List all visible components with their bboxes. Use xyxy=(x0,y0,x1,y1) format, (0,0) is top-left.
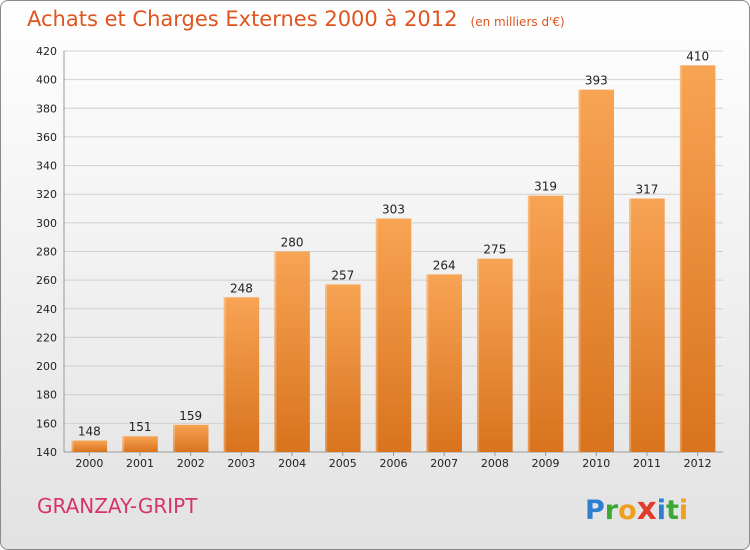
y-tick-label: 180 xyxy=(36,389,57,402)
bar-highlight xyxy=(375,218,378,452)
chart-subtitle: (en milliers d'€) xyxy=(470,15,565,29)
y-tick-label: 160 xyxy=(36,417,57,430)
proxiti-logo: Proxiti xyxy=(585,491,688,527)
bar xyxy=(426,274,462,452)
data-label: 280 xyxy=(281,236,304,250)
x-tick-label: 2005 xyxy=(329,457,357,470)
y-tick-label: 340 xyxy=(36,160,57,173)
title-row: Achats et Charges Externes 2000 à 2012 (… xyxy=(27,7,565,31)
x-tick-label: 2007 xyxy=(430,457,458,470)
bar-highlight xyxy=(274,251,277,452)
place-name: GRANZAY-GRIPT xyxy=(37,494,198,518)
bar xyxy=(578,89,615,453)
y-tick-label: 420 xyxy=(36,45,57,58)
data-label: 317 xyxy=(636,183,659,197)
bar-highlight xyxy=(71,440,74,452)
y-tick-label: 300 xyxy=(36,217,57,230)
bar xyxy=(122,436,158,452)
y-tick-label: 400 xyxy=(36,74,57,87)
data-label: 393 xyxy=(585,74,608,88)
data-label: 410 xyxy=(686,49,709,63)
x-tick-label: 2003 xyxy=(227,457,255,470)
bar xyxy=(527,195,564,452)
bar xyxy=(477,258,513,452)
bar-highlight xyxy=(172,424,175,452)
bar xyxy=(629,198,665,452)
bar xyxy=(71,440,108,452)
x-tick-label: 2004 xyxy=(278,457,306,470)
data-label: 264 xyxy=(433,258,456,272)
data-label: 275 xyxy=(483,243,506,257)
y-tick-label: 380 xyxy=(36,102,57,115)
y-tick-label: 220 xyxy=(36,331,57,344)
y-tick-label: 360 xyxy=(36,131,57,144)
bar-highlight xyxy=(527,195,530,452)
data-label: 159 xyxy=(179,409,202,423)
bar xyxy=(375,218,412,452)
x-tick-label: 2011 xyxy=(633,457,661,470)
x-tick-label: 2001 xyxy=(126,457,154,470)
y-tick-label: 260 xyxy=(36,274,57,287)
x-tick-label: 2010 xyxy=(582,457,610,470)
bar-highlight xyxy=(325,284,328,452)
x-tick-label: 2000 xyxy=(75,457,103,470)
data-label: 148 xyxy=(78,425,101,439)
x-tick-label: 2009 xyxy=(532,457,560,470)
bar xyxy=(172,424,209,452)
data-label: 248 xyxy=(230,281,253,295)
data-label: 151 xyxy=(129,420,152,434)
bar-highlight xyxy=(629,198,632,452)
bars xyxy=(71,65,716,453)
y-tick-label: 140 xyxy=(36,446,57,459)
y-tick-label: 240 xyxy=(36,303,57,316)
y-tick-label: 320 xyxy=(36,188,57,201)
y-tick-label: 200 xyxy=(36,360,57,373)
bar xyxy=(679,65,716,453)
data-label: 319 xyxy=(534,180,557,194)
bar-highlight xyxy=(477,258,480,452)
svg-text:Proxiti: Proxiti xyxy=(585,491,688,527)
data-label: 257 xyxy=(331,268,354,282)
x-tick-label: 2006 xyxy=(380,457,408,470)
labels: 140 160 180 200 220 240 260 280 300 320 340 360 380 4… xyxy=(36,45,712,470)
y-tick-label: 280 xyxy=(36,246,57,259)
bar-highlight xyxy=(578,89,581,453)
x-tick-label: 2008 xyxy=(481,457,509,470)
chart-title: Achats et Charges Externes 2000 à 2012 xyxy=(27,7,458,31)
bar xyxy=(223,297,260,452)
x-tick-label: 2002 xyxy=(177,457,205,470)
bar-highlight xyxy=(679,65,682,453)
bar xyxy=(274,251,310,452)
bar-highlight xyxy=(426,274,429,452)
data-label: 303 xyxy=(382,203,405,217)
x-tick-label: 2012 xyxy=(684,457,712,470)
bar xyxy=(325,284,361,452)
bar-highlight xyxy=(223,297,226,452)
bar-highlight xyxy=(122,436,125,452)
